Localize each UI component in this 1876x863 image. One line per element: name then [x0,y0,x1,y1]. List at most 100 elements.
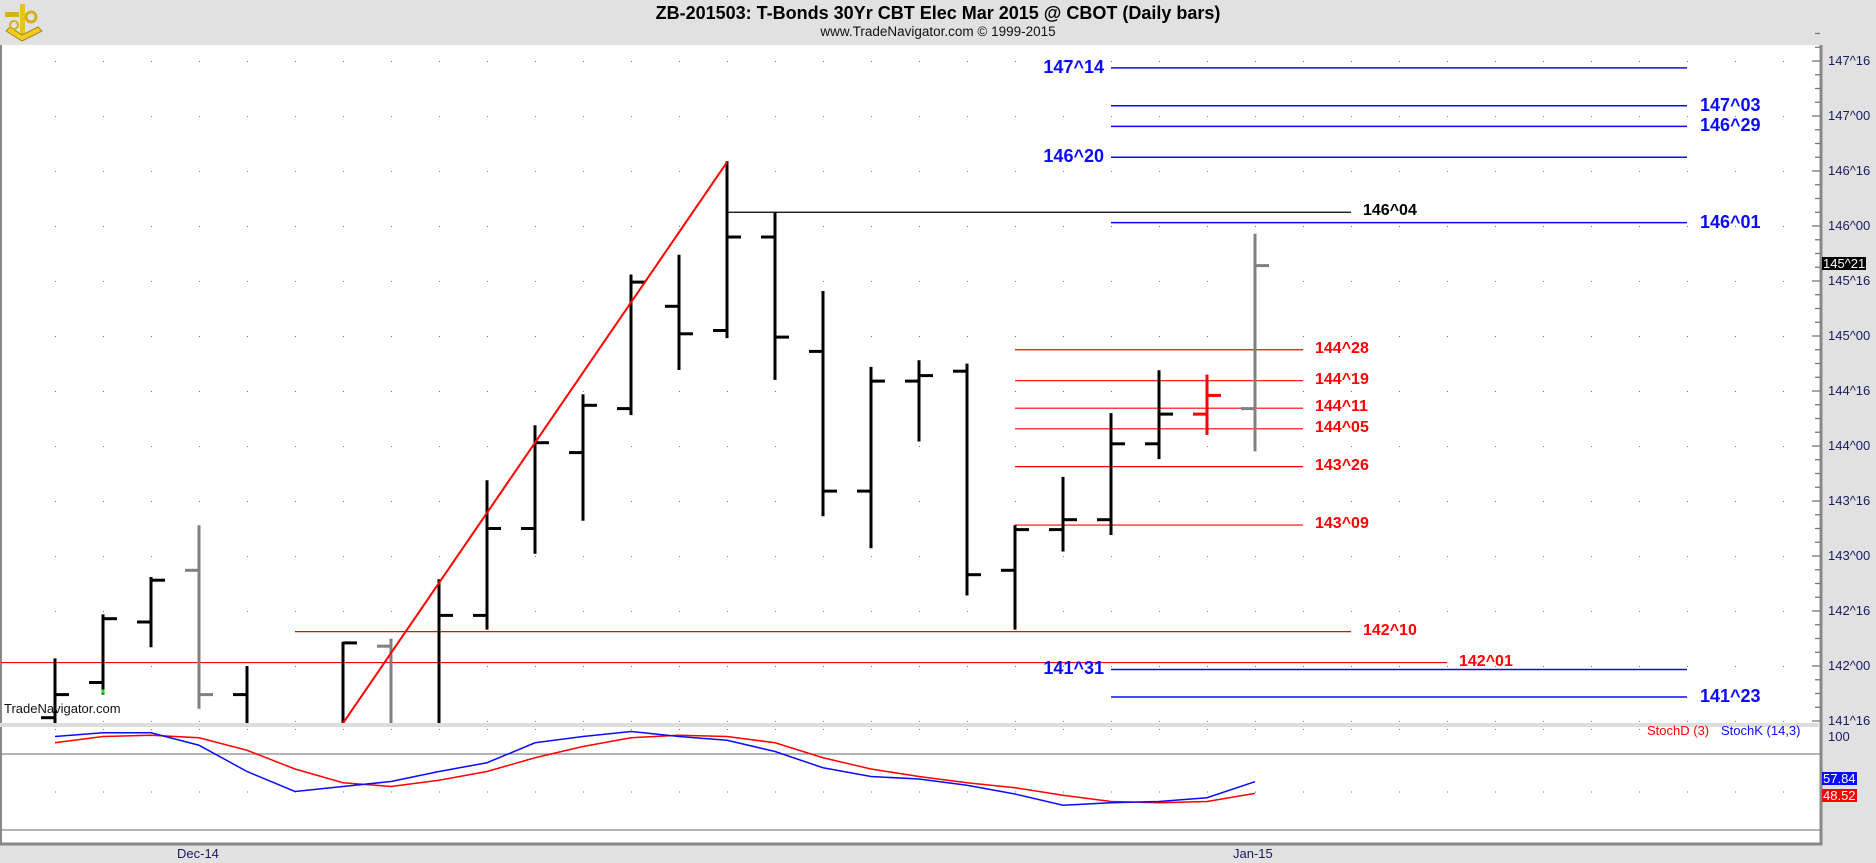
grid-dot [1351,336,1352,337]
grid-dot [391,336,392,337]
grid-dot [727,556,728,557]
grid-dot [1303,729,1304,730]
grid-dot [1591,721,1592,722]
grid-dot [727,611,728,612]
grid-dot [535,729,536,730]
grid-dot [1783,791,1784,793]
ohlc-bar [953,363,981,596]
grid-dot [1351,281,1352,282]
grid-dot [199,501,200,502]
grid-dot [1639,281,1640,282]
grid-dot [1015,729,1016,730]
grid-dot [1495,729,1496,730]
grid-dot [1015,171,1016,172]
ohlc-bar [341,641,357,723]
ohlc-bar [761,212,789,380]
grid-dot [151,556,152,557]
grid-dot [1015,281,1016,282]
grid-dot [583,281,584,282]
grid-dot [727,729,728,730]
grid-dot [535,226,536,227]
grid-dot [919,116,920,117]
grid-dot [1351,666,1352,667]
grid-dot [439,729,440,730]
level-label: 141^23 [1700,685,1761,706]
ohlc-bar [137,577,165,648]
grid-dot [727,501,728,502]
grid-dot [1591,391,1592,392]
stoch-panel [0,727,1820,843]
grid-dot [391,116,392,117]
ohlc-bar [1049,476,1077,552]
grid-dot [1303,556,1304,557]
grid-dot [1303,171,1304,172]
grid-dot [1495,281,1496,282]
grid-dot [583,556,584,557]
grid-dot [1687,729,1688,730]
grid-dot [343,336,344,337]
grid-dot [823,791,824,793]
grid-dot [1255,721,1256,722]
grid-dot [1591,501,1592,502]
grid-dot [1495,391,1496,392]
grid-dot [1495,446,1496,447]
grid-dot [487,226,488,227]
grid-dot [1399,666,1400,667]
grid-dot [1351,116,1352,117]
grid-dot [1351,226,1352,227]
grid-dot [1687,501,1688,502]
grid-dot [1591,116,1592,117]
grid-dot [1591,171,1592,172]
grid-dot [583,666,584,667]
grid-dot [1159,729,1160,730]
grid-dot [823,61,824,62]
grid-dot [919,281,920,282]
grid-dot [1639,116,1640,117]
level-label: 146^29 [1700,115,1761,136]
grid-dot [55,116,56,117]
grid-dot [343,171,344,172]
grid-dot [1399,611,1400,612]
level-label: 142^10 [1363,621,1417,639]
grid-dot [967,611,968,612]
grid-dot [55,791,56,793]
grid-dot [103,721,104,722]
grid-dot [1015,721,1016,722]
stoch-k-line [54,730,1256,807]
grid-dot [1783,556,1784,557]
grid-dot [151,446,152,447]
grid-dot [823,721,824,722]
grid-dot [1639,446,1640,447]
grid-dot [1687,226,1688,227]
grid-dot [1159,501,1160,502]
y-tick-label: 145^00 [1828,328,1871,343]
grid-dot [583,171,584,172]
grid-dot [1159,226,1160,227]
stoch-d-value: 48.52 [1822,788,1857,803]
grid-dot [1639,666,1640,667]
grid-dot [343,729,344,730]
grid-dot [631,791,632,793]
grid-dot [1687,791,1688,793]
chart-subtitle: www.TradeNavigator.com © 1999-2015 [820,24,1056,39]
grid-dot [1063,116,1064,117]
grid-dot [1063,61,1064,62]
grid-dot [391,611,392,612]
grid-dot [1159,556,1160,557]
grid-dot [103,611,104,612]
grid-dot [1303,336,1304,337]
grid-dot [1255,501,1256,502]
grid-dot [247,729,248,730]
grid-dot [487,721,488,722]
grid-dot [1783,611,1784,612]
grid-dot [919,666,920,667]
grid-dot [631,446,632,447]
grid-dot [1687,336,1688,337]
grid-dot [391,171,392,172]
grid-dot [1543,446,1544,447]
grid-dot [1399,791,1400,793]
grid-dot [631,729,632,730]
grid-dot [55,391,56,392]
ohlc-bar [89,614,117,695]
grid-dot [1543,611,1544,612]
